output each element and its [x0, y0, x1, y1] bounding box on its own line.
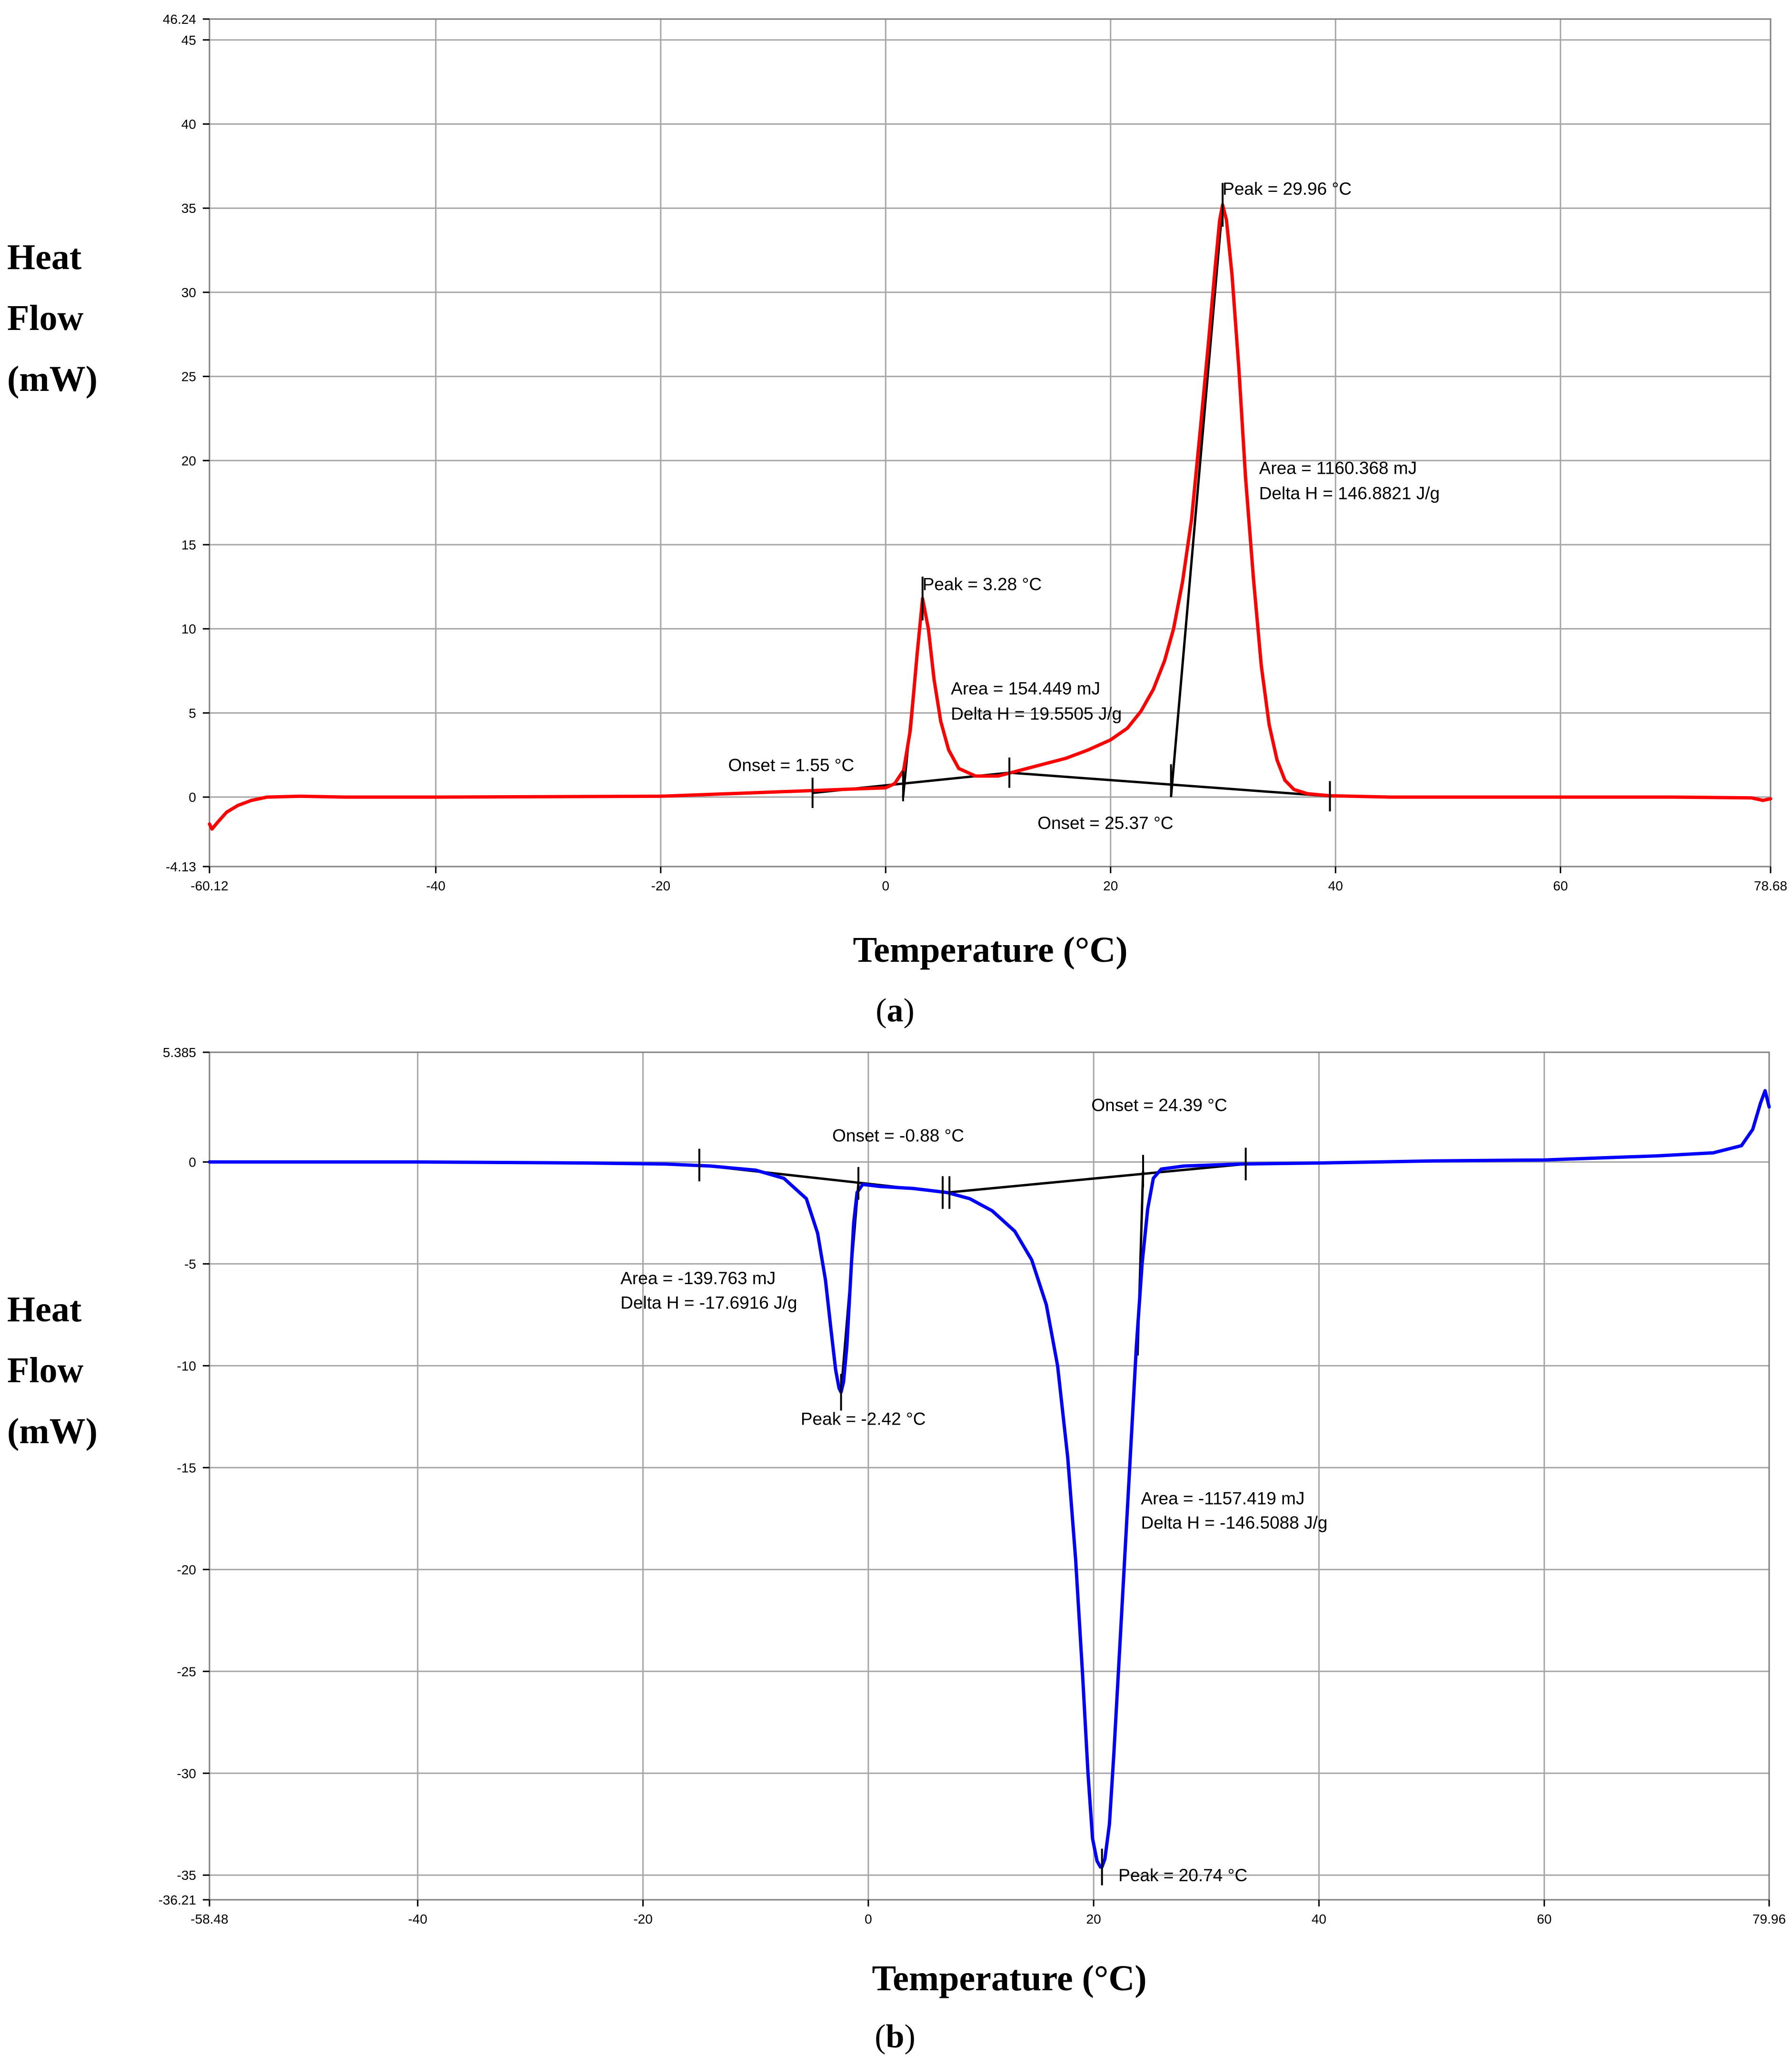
annotation-a-3: Delta H = 19.5505 J/g	[951, 704, 1122, 723]
x-tick-label-a-0: -60.12	[190, 878, 228, 893]
y-tick-label-a-8: 10	[181, 622, 196, 637]
x-tick-label-a-2: -20	[651, 878, 670, 893]
y-tick-label-b-8: -35	[177, 1868, 196, 1883]
baseline-b-1	[947, 1163, 1246, 1194]
y-tick-label-b-9: -36.21	[159, 1893, 196, 1907]
panel-label-b: (b)	[875, 2018, 916, 2055]
y-axis-title-a-line-0: Heat	[7, 237, 81, 277]
x-tick-label-a-3: 0	[882, 878, 889, 893]
x-tick-label-b-7: 79.96	[1752, 1912, 1786, 1926]
annotation-a-7: Onset = 25.37 °C	[1037, 813, 1173, 833]
panel-label-a: (a)	[876, 992, 915, 1029]
plot-frame-b	[209, 1051, 1770, 1901]
y-axis-title-b-line-1: Flow	[7, 1350, 84, 1390]
annotation-a-1: Peak = 29.96 °C	[1223, 179, 1352, 199]
y-tick-label-a-9: 5	[189, 706, 196, 720]
x-tick-label-a-5: 40	[1328, 878, 1343, 893]
y-tick-label-a-4: 30	[181, 285, 196, 300]
y-tick-label-b-6: -25	[177, 1664, 196, 1679]
y-tick-label-b-4: -15	[177, 1460, 196, 1475]
x-tick-label-b-5: 40	[1312, 1912, 1326, 1926]
chart-panel-a: -60.12 -40 -20 0 20 40 60 78.68 46.24 45 40 35 30 25 2…	[7, 12, 1787, 1029]
annotation-b-3: Delta H = -17.6916 J/g	[620, 1293, 797, 1313]
annotation-a-2: Area = 154.449 mJ	[951, 678, 1100, 698]
annotation-b-0: Onset = -0.88 °C	[832, 1126, 964, 1146]
annotation-a-0: Peak = 3.28 °C	[923, 574, 1042, 594]
y-tick-label-a-7: 15	[181, 538, 196, 552]
y-tick-label-a-3: 35	[181, 201, 196, 216]
series-line-a-0	[208, 203, 1772, 831]
y-tick-label-b-2: -5	[184, 1257, 196, 1271]
y-tick-label-a-10: 0	[189, 790, 196, 805]
y-tick-label-b-1: 0	[189, 1155, 196, 1169]
x-tick-label-b-2: -20	[633, 1912, 652, 1926]
annotation-b-2: Area = -139.763 mJ	[620, 1268, 776, 1288]
x-axis-title-a: Temperature (°C)	[853, 930, 1127, 970]
y-tick-label-a-5: 25	[181, 369, 196, 384]
y-tick-label-b-7: -30	[177, 1766, 196, 1781]
x-tick-label-b-6: 60	[1537, 1912, 1552, 1926]
x-tick-label-a-6: 60	[1553, 878, 1568, 893]
x-tick-label-b-4: 20	[1086, 1912, 1101, 1926]
annotation-b-1: Onset = 24.39 °C	[1091, 1095, 1227, 1115]
tangent-a-1	[1170, 204, 1224, 798]
y-tick-label-a-1: 45	[181, 33, 196, 48]
annotation-a-5: Delta H = 146.8821 J/g	[1259, 484, 1440, 503]
x-tick-label-a-4: 20	[1103, 878, 1118, 893]
y-axis-title-a-line-1: Flow	[7, 298, 84, 338]
y-tick-label-a-11: -4.13	[166, 859, 196, 874]
y-axis-title-b-line-2: (mW)	[7, 1411, 98, 1451]
y-axis-title-b-line-0: Heat	[7, 1289, 81, 1329]
annotation-b-5: Area = -1157.419 mJ	[1141, 1488, 1305, 1508]
x-axis-title-b: Temperature (°C)	[872, 1958, 1146, 1998]
series-line-b-0	[208, 1089, 1771, 1869]
x-tick-label-a-1: -40	[426, 878, 445, 893]
annotation-b-4: Peak = -2.42 °C	[801, 1409, 926, 1428]
y-tick-label-a-0: 46.24	[163, 12, 196, 27]
baseline-a-1	[1009, 771, 1330, 798]
annotation-a-4: Area = 1160.368 mJ	[1259, 459, 1417, 478]
plot-frame-a	[209, 18, 1772, 868]
y-tick-label-b-0: 5.385	[163, 1045, 196, 1060]
annotation-b-6: Delta H = -146.5088 J/g	[1141, 1513, 1328, 1533]
x-tick-label-b-0: -58.48	[190, 1912, 228, 1926]
y-tick-label-a-6: 20	[181, 453, 196, 468]
x-tick-label-a-7: 78.68	[1754, 878, 1787, 893]
annotation-a-6: Onset = 1.55 °C	[728, 755, 855, 775]
x-tick-label-b-1: -40	[408, 1912, 427, 1926]
y-tick-label-b-5: -20	[177, 1562, 196, 1577]
annotation-b-7: Peak = 20.74 °C	[1118, 1865, 1247, 1885]
y-tick-label-b-3: -10	[177, 1358, 196, 1373]
chart-panel-b: -58.48 -40 -20 0 20 40 60 79.96 5.385 0 -5 -10 -15 -2…	[7, 1045, 1786, 2055]
y-tick-label-a-2: 40	[181, 117, 196, 132]
y-axis-title-a-line-2: (mW)	[7, 359, 98, 399]
x-tick-label-b-3: 0	[865, 1912, 872, 1926]
